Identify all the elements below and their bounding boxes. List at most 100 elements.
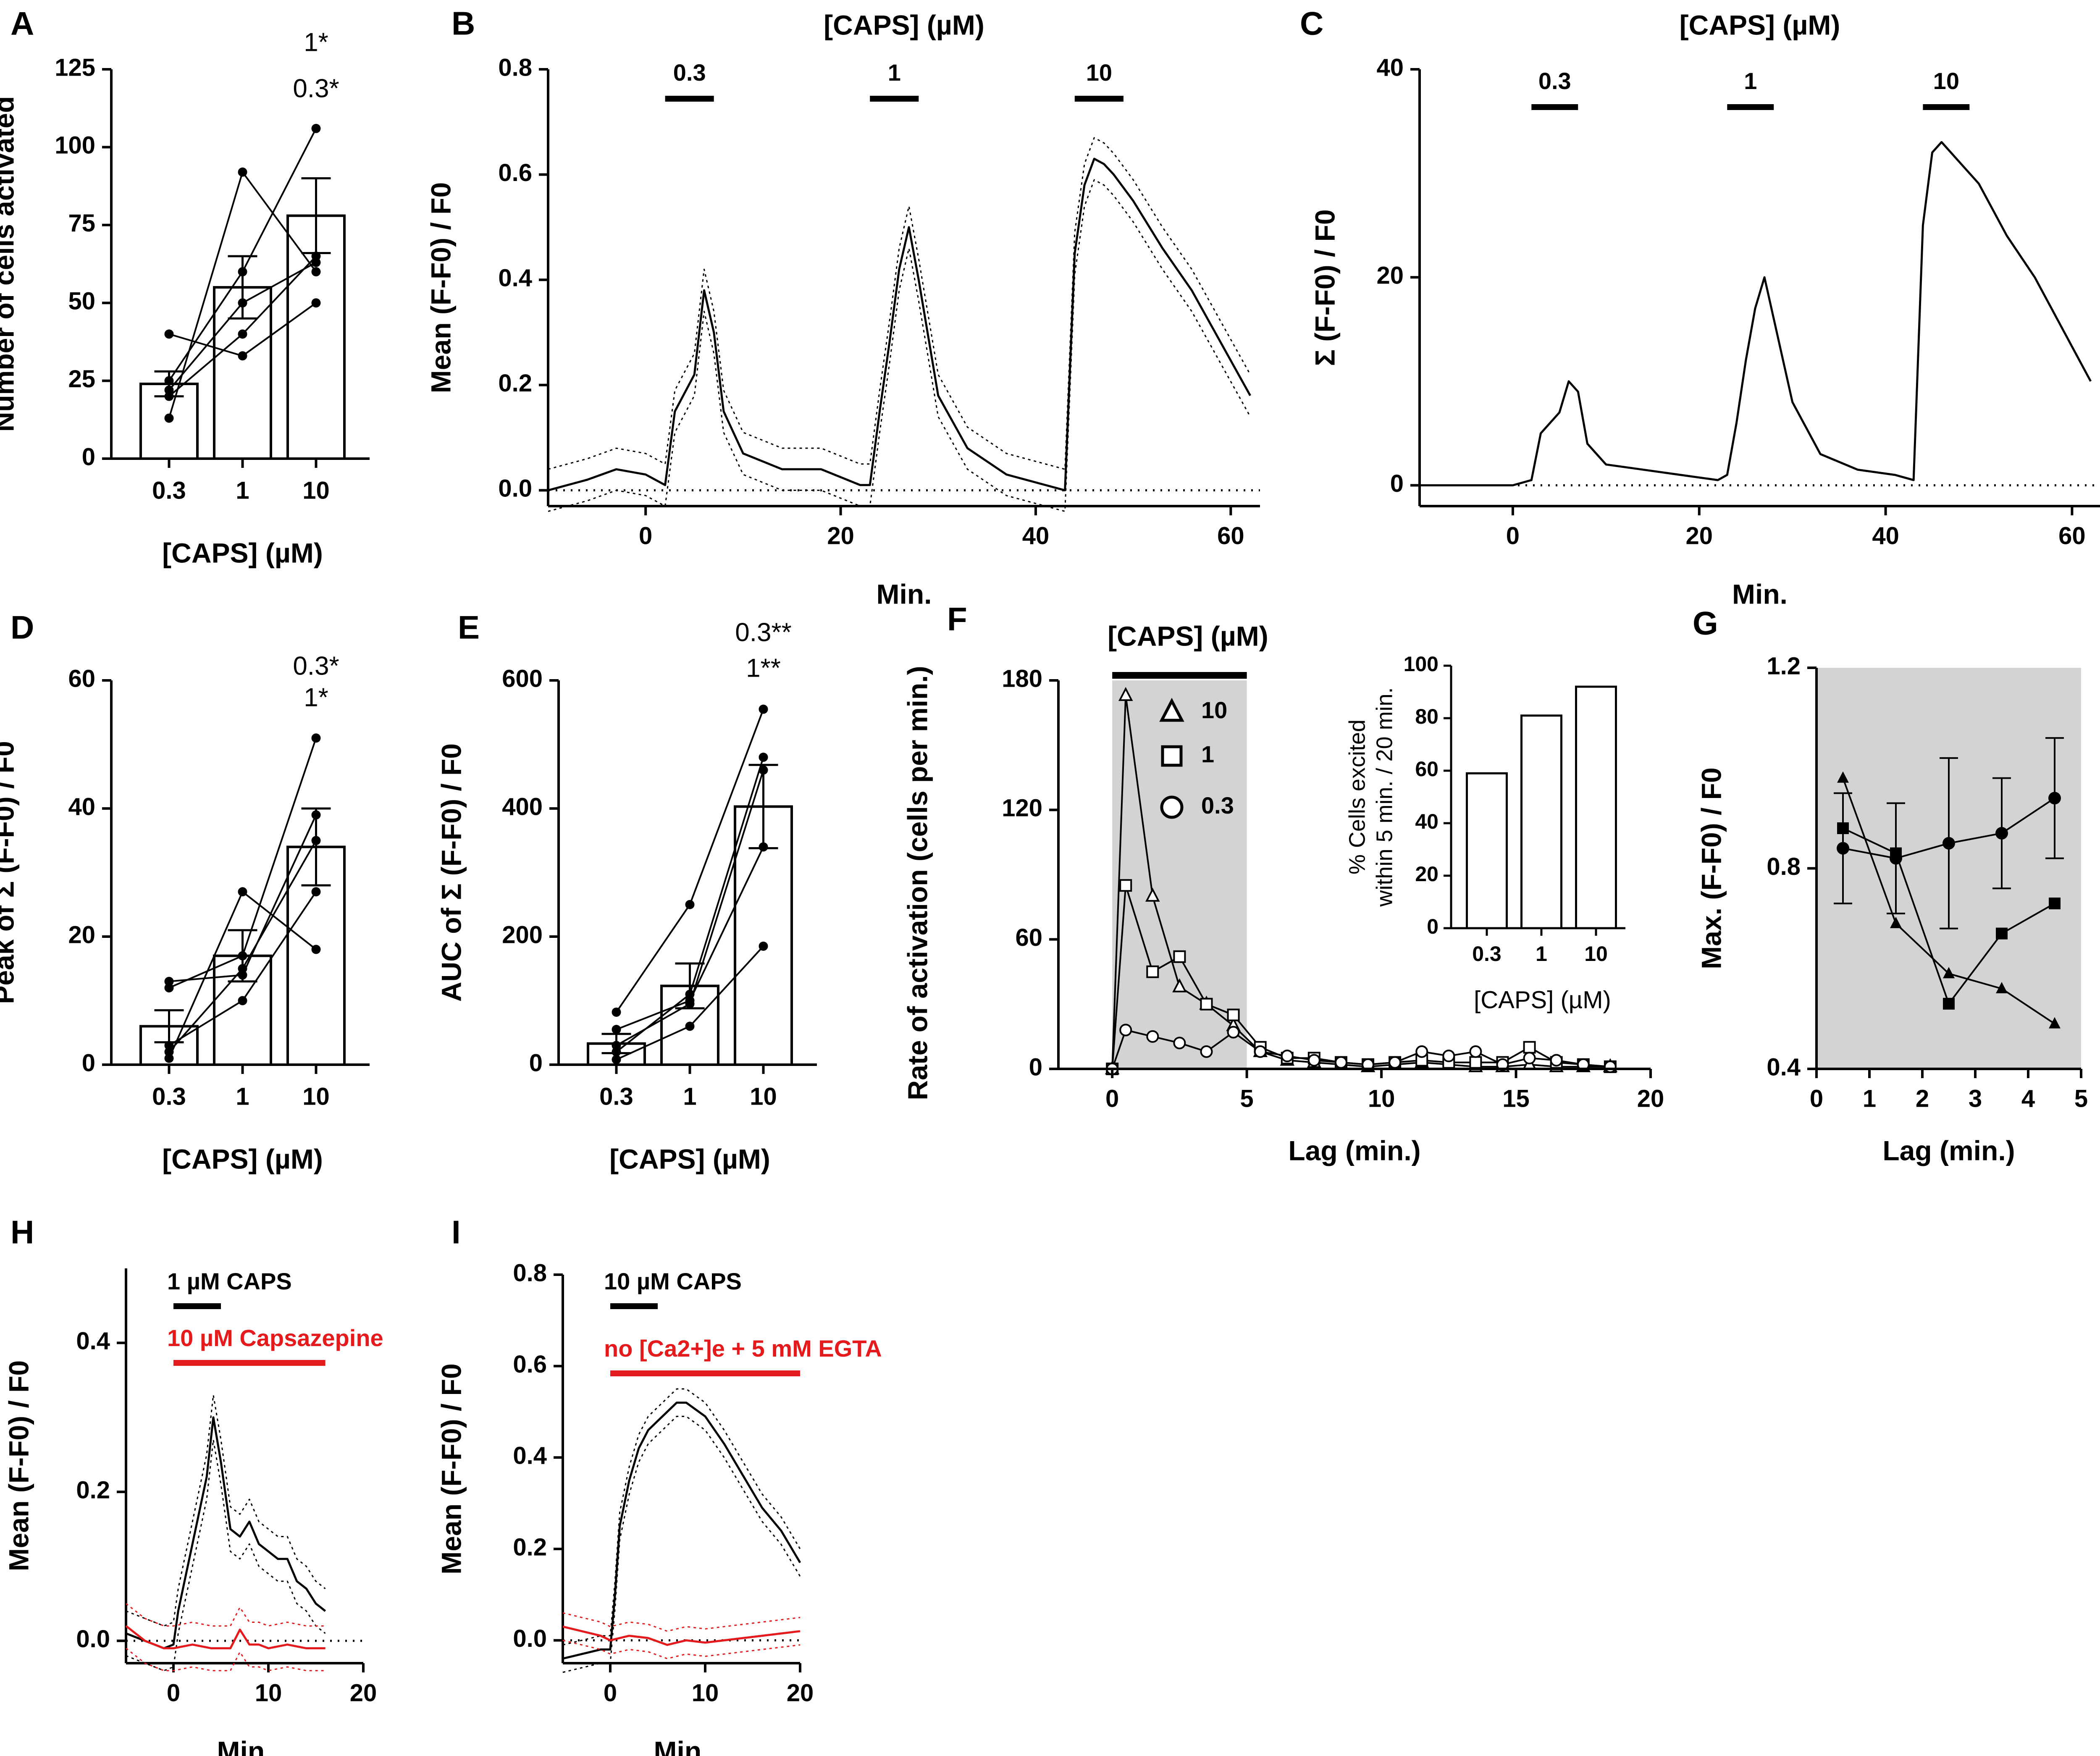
y-tick-label: 25 [68, 365, 95, 393]
data-point [311, 267, 321, 277]
x-tick-label: 20 [827, 522, 854, 549]
panel-letter: D [10, 609, 34, 646]
data-point [311, 810, 321, 820]
panel-A: 0 25 50 75 100 125 0.3 1 10 Number of cells activ… [0, 28, 370, 568]
data-point [311, 945, 321, 954]
inset-bar [1575, 685, 1617, 929]
x-tick-label: 10 [302, 477, 330, 504]
significance-label: 1* [304, 683, 328, 712]
data-point [238, 167, 247, 177]
data-point [1172, 978, 1187, 992]
data-point [1995, 827, 2008, 840]
x-axis-label: [CAPS] (µM) [609, 1143, 770, 1174]
data-point [1837, 822, 1849, 834]
series-line-red [562, 1625, 801, 1646]
data-point [685, 900, 695, 909]
x-tick-label: 40 [1022, 522, 1050, 549]
inset-x-label: [CAPS] (µM) [1474, 986, 1611, 1013]
y-tick-label: 120 [1002, 795, 1042, 822]
y-tick-label: 60 [1415, 757, 1438, 781]
y-tick-label: 400 [502, 793, 543, 820]
x-tick-label: 1 [236, 477, 249, 504]
significance-label: 0.3* [293, 74, 339, 103]
data-point [164, 1041, 174, 1050]
data-point [1200, 1045, 1213, 1058]
x-tick-label: 0.3 [599, 1083, 633, 1110]
data-point [1227, 1008, 1240, 1021]
y-tick-label: 0.6 [498, 159, 532, 186]
data-point [164, 413, 174, 423]
stimulus-label: 10 [1933, 68, 1959, 94]
y-tick-label: 50 [68, 288, 95, 315]
data-point [1996, 982, 2008, 993]
data-point [164, 983, 174, 992]
y-tick-label: 0.4 [1767, 1053, 1801, 1081]
data-point [2048, 792, 2061, 805]
x-tick-label: 0 [167, 1679, 180, 1706]
stimulus-label: 0.3 [1538, 68, 1571, 94]
panel-letter: G [1693, 605, 1718, 642]
x-tick-label: 20 [350, 1679, 377, 1706]
data-point [1890, 847, 1902, 859]
y-tick-label: 100 [55, 132, 95, 159]
data-point [759, 842, 768, 852]
data-point [164, 329, 174, 339]
data-point [612, 1007, 621, 1017]
x-tick-label: 15 [1502, 1085, 1530, 1112]
legend-label: 1 [1201, 741, 1214, 767]
data-point [164, 385, 174, 395]
x-tick-label: 0.3 [152, 1083, 186, 1110]
data-point [612, 1025, 621, 1034]
significance-label: 0.3** [735, 618, 791, 647]
sem-upper [126, 1603, 326, 1627]
data-point [1227, 1026, 1240, 1039]
stimulus-label: 1 [888, 59, 901, 86]
legend-marker [1160, 795, 1184, 819]
y-tick-label: 75 [68, 210, 95, 237]
data-point [1837, 842, 1849, 855]
data-point [164, 1047, 174, 1057]
y-tick-label: 0 [1390, 470, 1404, 497]
data-point [1523, 1052, 1536, 1065]
x-tick-label: 10 [692, 1679, 719, 1706]
x-tick-label: 0 [639, 522, 652, 549]
panel-C: 0 20 40 0 20 40 60 0.3 1 10 [CAPS] (µM) Σ (F-F0) / … [1309, 9, 2100, 609]
y-tick-label: 0 [82, 443, 95, 470]
data-point [238, 351, 247, 361]
sem-upper [548, 137, 1251, 470]
data-point [238, 970, 247, 980]
data-point [311, 298, 321, 308]
series-line-sum [1420, 141, 2092, 486]
data-point [1604, 1060, 1617, 1073]
y-axis-label: Rate of activation (cells per min.) [902, 666, 933, 1100]
data-point [311, 836, 321, 845]
data-point [2049, 1017, 2061, 1029]
y-tick-label: 0.4 [76, 1328, 110, 1355]
y-tick-label: 0.2 [498, 370, 532, 397]
data-point [164, 376, 174, 386]
y-tick-label: 0.8 [498, 54, 532, 81]
x-axis-label: Lag (min.) [1288, 1135, 1420, 1166]
stimulus-label: 10 [1086, 59, 1112, 86]
y-axis-label: Max. (F-F0) / F0 [1696, 767, 1727, 969]
data-point [1442, 1050, 1455, 1063]
data-point [612, 1055, 621, 1064]
data-point [1173, 950, 1186, 963]
x-tick-label: 5 [1240, 1085, 1254, 1112]
y-tick-label: 1.2 [1767, 652, 1801, 680]
data-point [164, 976, 174, 986]
y-tick-label: 180 [1002, 665, 1042, 692]
data-point [1119, 1024, 1132, 1037]
chart-title: [CAPS] (µM) [1108, 620, 1268, 651]
y-tick-label: 0.4 [513, 1442, 547, 1470]
x-tick-label: 0.3 [152, 477, 186, 504]
x-tick-label: 1 [683, 1083, 696, 1110]
y-axis-label: AUC of Σ (F-F0) / F0 [436, 743, 467, 1002]
y-tick-label: 0.0 [513, 1625, 547, 1652]
data-point [1943, 967, 1955, 979]
y-tick-label: 20 [68, 921, 95, 948]
data-point [1837, 771, 1849, 783]
y-tick-label: 40 [1415, 810, 1438, 833]
data-point [1943, 997, 1955, 1010]
